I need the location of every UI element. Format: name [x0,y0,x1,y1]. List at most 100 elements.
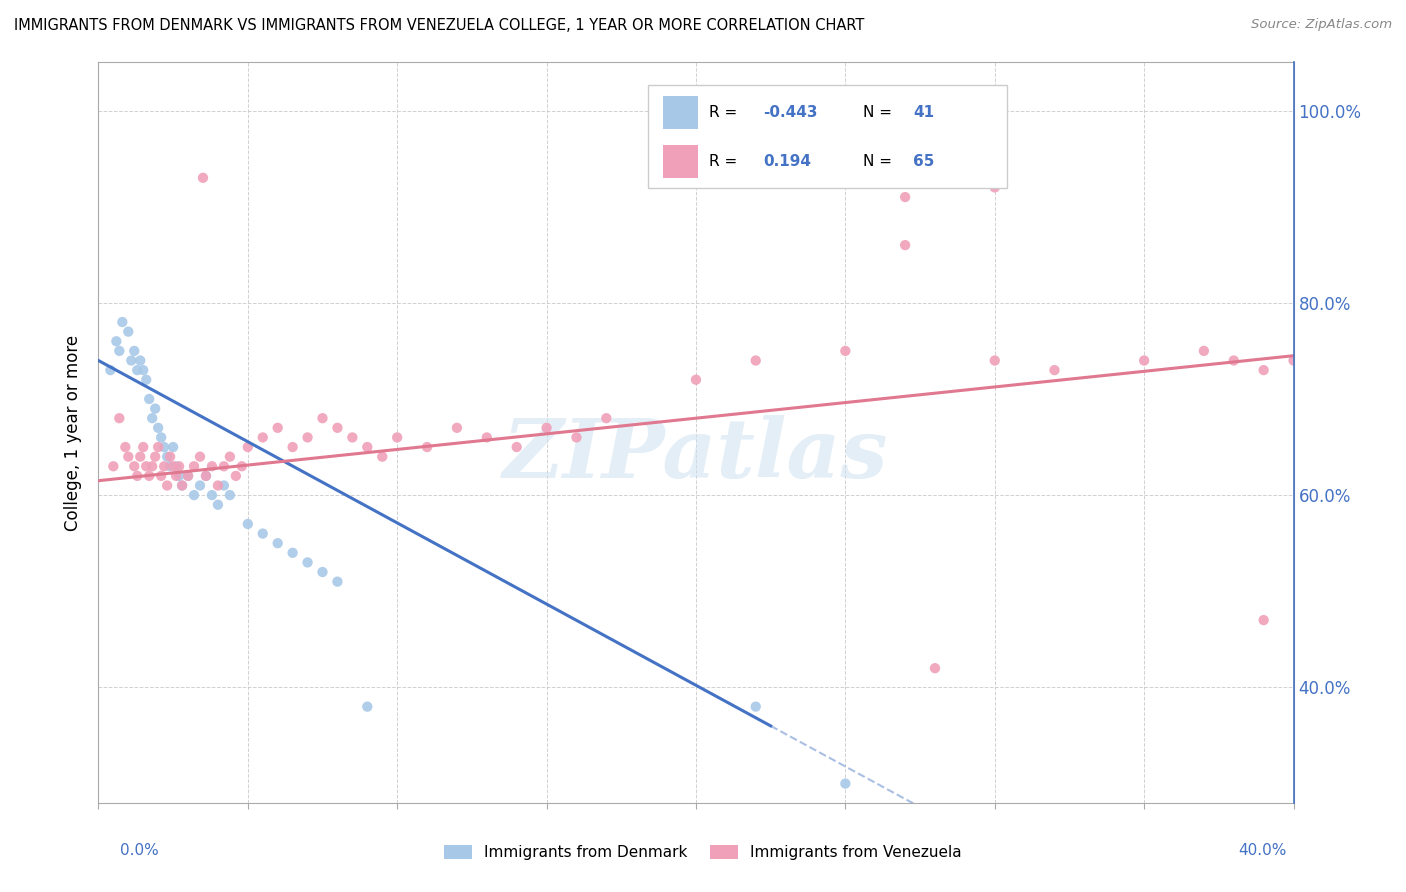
Point [326,574,349,589]
Point [281,546,304,560]
Text: IMMIGRANTS FROM DENMARK VS IMMIGRANTS FROM VENEZUELA COLLEGE, 1 YEAR OR MORE COR: IMMIGRANTS FROM DENMARK VS IMMIGRANTS FR… [14,18,865,33]
Point [167,459,190,474]
Point [231,459,253,474]
Point [188,450,211,464]
Point [281,440,304,454]
Point [326,421,349,435]
Point [311,411,333,425]
Point [108,343,131,358]
Point [148,421,170,435]
Point [162,440,184,454]
Point [894,238,917,252]
Point [1253,613,1275,627]
Point [207,478,229,492]
Point [98,363,122,377]
Point [385,430,409,444]
Point [127,363,149,377]
Point [267,421,290,435]
Point [1043,363,1066,377]
Point [834,776,856,790]
Point [1223,353,1246,368]
Point [297,430,319,444]
Point [159,450,181,464]
Point [356,440,378,454]
Point [159,459,181,474]
Point [416,440,439,454]
Point [1253,363,1275,377]
Point [1192,343,1215,358]
Point [117,450,139,464]
Point [201,459,224,474]
Point [153,440,176,454]
Point [124,459,146,474]
Point [894,190,917,204]
Point [252,430,274,444]
Point [132,440,155,454]
Point [183,488,205,502]
Point [236,516,259,531]
Point [311,565,333,579]
Point [150,430,173,444]
Point [225,469,247,483]
Point [212,459,235,474]
Text: ZIPatlas: ZIPatlas [503,415,889,495]
Point [165,459,187,474]
Point [212,478,235,492]
Point [177,469,200,483]
Point [191,170,214,185]
Point [172,478,194,492]
Point [172,478,194,492]
Point [446,421,468,435]
Text: 40.0%: 40.0% [1239,843,1286,858]
Point [506,440,529,454]
Point [156,478,179,492]
Point [195,469,218,483]
Point [148,440,170,454]
Point [132,363,155,377]
Y-axis label: College, 1 year or more: College, 1 year or more [65,334,83,531]
Point [1282,353,1305,368]
Point [297,556,319,570]
Point [167,469,190,483]
Point [207,498,229,512]
Point [111,315,134,329]
Point [356,699,378,714]
Point [1133,353,1156,368]
Point [475,430,498,444]
Point [177,469,200,483]
Point [156,450,179,464]
Point [117,325,139,339]
Point [984,180,1007,194]
Point [105,334,128,349]
Point [536,421,558,435]
Point [141,459,163,474]
Point [834,343,856,358]
Point [138,392,160,406]
Point [924,661,946,675]
Point [267,536,290,550]
Point [162,459,184,474]
Point [745,353,768,368]
Legend: Immigrants from Denmark, Immigrants from Venezuela: Immigrants from Denmark, Immigrants from… [439,839,967,866]
Point [129,353,152,368]
Point [219,488,242,502]
Point [138,469,160,483]
Point [252,526,274,541]
Text: 0.0%: 0.0% [120,843,159,858]
Point [165,469,187,483]
Point [120,353,142,368]
Point [103,459,125,474]
Point [150,469,173,483]
Text: Source: ZipAtlas.com: Source: ZipAtlas.com [1251,18,1392,31]
Point [371,450,394,464]
Point [595,411,617,425]
Point [745,699,768,714]
Point [127,469,149,483]
Point [342,430,364,444]
Point [141,411,163,425]
Point [129,450,152,464]
Point [685,373,707,387]
Point [135,373,157,387]
Point [124,343,146,358]
Point [143,401,166,416]
